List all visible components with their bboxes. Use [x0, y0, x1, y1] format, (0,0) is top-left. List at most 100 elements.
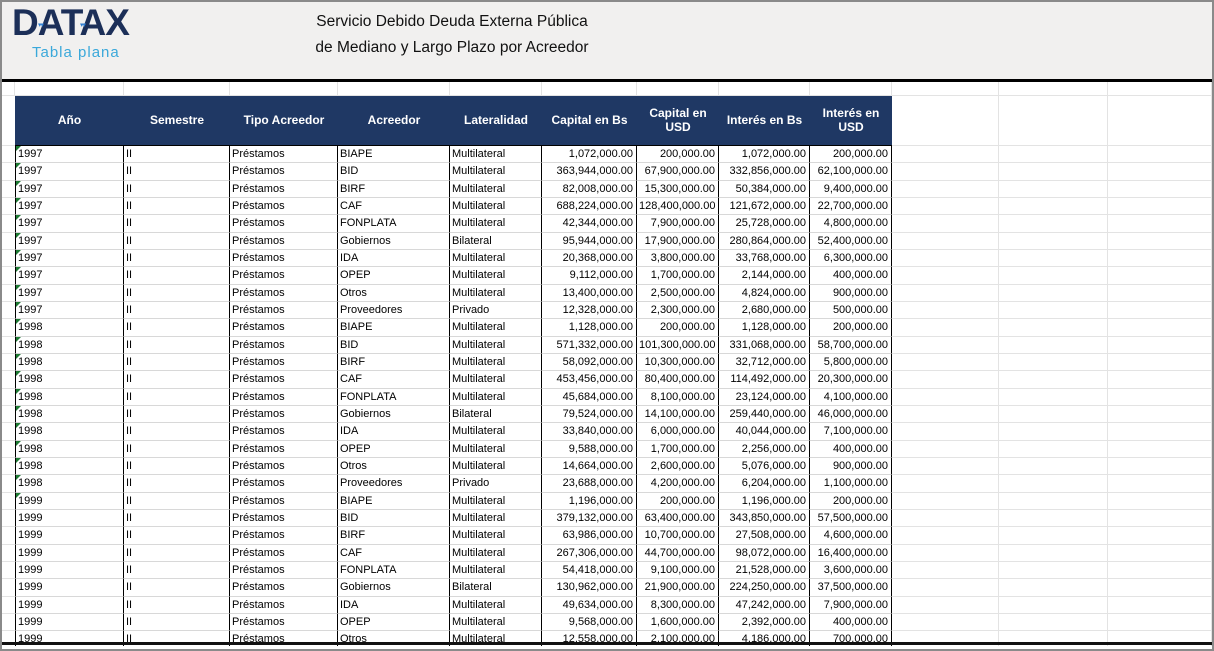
cell-interes_bs[interactable]: 332,856,000.00 — [719, 163, 810, 181]
cell-interes_bs[interactable]: 40,044,000.00 — [719, 423, 810, 441]
cell-interes_bs[interactable]: 4,824,000.00 — [719, 284, 810, 302]
cell-lateralidad[interactable]: Multilateral — [450, 284, 542, 302]
cell-ano[interactable]: 1999 — [15, 509, 124, 528]
cell-tipo[interactable]: Préstamos — [230, 596, 338, 614]
empty-cell[interactable] — [1108, 475, 1212, 493]
empty-cell[interactable] — [999, 527, 1108, 545]
cell-capital_bs[interactable]: 363,944,000.00 — [542, 163, 637, 181]
cell-interes_usd[interactable]: 400,000.00 — [810, 613, 892, 632]
empty-cell[interactable] — [892, 180, 999, 198]
empty-cell[interactable] — [1108, 527, 1212, 545]
cell-semestre[interactable]: II — [124, 423, 230, 441]
empty-cell[interactable] — [1108, 631, 1212, 646]
empty-cell[interactable] — [892, 232, 999, 250]
cell-interes_bs[interactable]: 32,712,000.00 — [719, 353, 810, 372]
cell-semestre[interactable]: II — [124, 579, 230, 597]
cell-semestre[interactable]: II — [124, 457, 230, 476]
empty-cell[interactable] — [637, 82, 719, 96]
cell-capital_usd[interactable]: 200,000.00 — [637, 146, 719, 164]
empty-cell[interactable] — [810, 82, 892, 96]
cell-acreedor[interactable]: BIRF — [338, 180, 450, 198]
cell-tipo[interactable]: Préstamos — [230, 440, 338, 458]
empty-cell[interactable] — [999, 82, 1108, 96]
cell-ano[interactable]: 1998 — [15, 440, 124, 458]
empty-cell[interactable] — [1108, 249, 1212, 268]
cell-capital_bs[interactable]: 9,568,000.00 — [542, 613, 637, 632]
empty-cell[interactable] — [1108, 509, 1212, 528]
cell-ano[interactable]: 1998 — [15, 319, 124, 337]
cell-semestre[interactable]: II — [124, 301, 230, 320]
cell-acreedor[interactable]: BIAPE — [338, 146, 450, 164]
cell-interes_usd[interactable]: 20,300,000.00 — [810, 371, 892, 389]
empty-cell[interactable] — [1108, 423, 1212, 441]
cell-acreedor[interactable]: CAF — [338, 197, 450, 216]
cell-interes_usd[interactable]: 900,000.00 — [810, 284, 892, 302]
empty-cell[interactable] — [892, 631, 999, 646]
empty-cell[interactable] — [892, 423, 999, 441]
cell-interes_bs[interactable]: 2,256,000.00 — [719, 440, 810, 458]
cell-interes_bs[interactable]: 1,196,000.00 — [719, 492, 810, 510]
cell-tipo[interactable]: Préstamos — [230, 613, 338, 632]
cell-lateralidad[interactable]: Multilateral — [450, 509, 542, 528]
cell-tipo[interactable]: Préstamos — [230, 527, 338, 545]
cell-lateralidad[interactable]: Multilateral — [450, 371, 542, 389]
empty-cell[interactable] — [1108, 371, 1212, 389]
cell-interes_usd[interactable]: 5,800,000.00 — [810, 353, 892, 372]
cell-semestre[interactable]: II — [124, 284, 230, 302]
cell-ano[interactable]: 1998 — [15, 423, 124, 441]
cell-lateralidad[interactable]: Multilateral — [450, 180, 542, 198]
empty-cell[interactable] — [1108, 301, 1212, 320]
empty-cell[interactable] — [892, 319, 999, 337]
empty-cell[interactable] — [892, 163, 999, 181]
empty-cell[interactable] — [999, 336, 1108, 354]
cell-interes_usd[interactable]: 52,400,000.00 — [810, 232, 892, 250]
cell-capital_bs[interactable]: 45,684,000.00 — [542, 388, 637, 406]
cell-capital_usd[interactable]: 1,600,000.00 — [637, 613, 719, 632]
empty-cell[interactable] — [999, 215, 1108, 233]
cell-capital_bs[interactable]: 130,962,000.00 — [542, 579, 637, 597]
empty-cell[interactable] — [892, 457, 999, 476]
empty-cell[interactable] — [999, 544, 1108, 562]
cell-capital_usd[interactable]: 1,700,000.00 — [637, 440, 719, 458]
cell-capital_usd[interactable]: 44,700,000.00 — [637, 544, 719, 562]
cell-semestre[interactable]: II — [124, 146, 230, 164]
empty-cell[interactable] — [999, 457, 1108, 476]
cell-tipo[interactable]: Préstamos — [230, 457, 338, 476]
empty-cell[interactable] — [999, 561, 1108, 580]
header-capital-usd[interactable]: Capital en USD — [649, 105, 707, 134]
cell-capital_bs[interactable]: 9,112,000.00 — [542, 267, 637, 285]
cell-interes_usd[interactable]: 7,100,000.00 — [810, 423, 892, 441]
cell-capital_bs[interactable]: 79,524,000.00 — [542, 405, 637, 424]
empty-cell[interactable] — [892, 527, 999, 545]
cell-tipo[interactable]: Préstamos — [230, 388, 338, 406]
empty-cell[interactable] — [999, 163, 1108, 181]
cell-tipo[interactable]: Préstamos — [230, 249, 338, 268]
cell-capital_usd[interactable]: 15,300,000.00 — [637, 180, 719, 198]
cell-capital_bs[interactable]: 23,688,000.00 — [542, 475, 637, 493]
empty-cell[interactable] — [2, 82, 15, 96]
cell-ano[interactable]: 1999 — [15, 561, 124, 580]
cell-acreedor[interactable]: BIAPE — [338, 319, 450, 337]
cell-acreedor[interactable]: OPEP — [338, 440, 450, 458]
cell-lateralidad[interactable]: Multilateral — [450, 215, 542, 233]
empty-cell[interactable] — [892, 596, 999, 614]
cell-tipo[interactable]: Préstamos — [230, 353, 338, 372]
empty-cell[interactable] — [999, 180, 1108, 198]
cell-ano[interactable]: 1997 — [15, 163, 124, 181]
cell-capital_bs[interactable]: 1,072,000.00 — [542, 146, 637, 164]
cell-lateralidad[interactable]: Multilateral — [450, 457, 542, 476]
cell-lateralidad[interactable]: Multilateral — [450, 492, 542, 510]
cell-ano[interactable]: 1998 — [15, 353, 124, 372]
cell-interes_bs[interactable]: 114,492,000.00 — [719, 371, 810, 389]
empty-cell[interactable] — [999, 353, 1108, 372]
empty-cell[interactable] — [1108, 180, 1212, 198]
cell-semestre[interactable]: II — [124, 492, 230, 510]
empty-cell[interactable] — [892, 336, 999, 354]
cell-semestre[interactable]: II — [124, 440, 230, 458]
header-semestre[interactable]: Semestre — [149, 112, 205, 127]
empty-cell[interactable] — [999, 232, 1108, 250]
cell-interes_usd[interactable]: 500,000.00 — [810, 301, 892, 320]
cell-capital_usd[interactable]: 8,300,000.00 — [637, 596, 719, 614]
cell-lateralidad[interactable]: Multilateral — [450, 613, 542, 632]
cell-lateralidad[interactable]: Multilateral — [450, 388, 542, 406]
